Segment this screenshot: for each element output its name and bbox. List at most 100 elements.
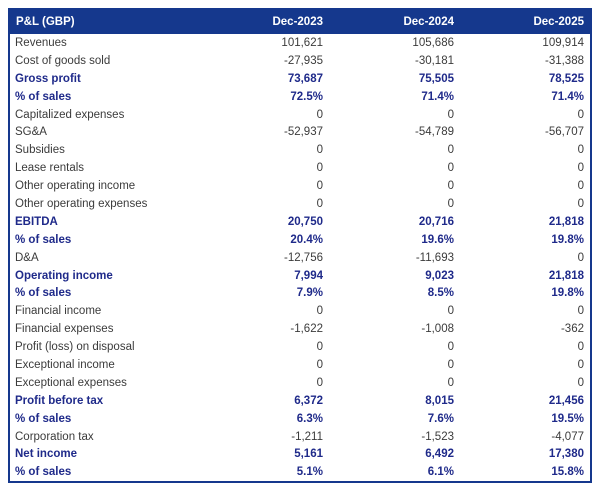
- row-label: % of sales: [9, 463, 198, 483]
- table-row: Subsidies 0 0 0: [9, 141, 591, 160]
- row-label: Exceptional income: [9, 356, 198, 374]
- row-value: -4,077: [460, 427, 591, 446]
- row-label: Financial expenses: [9, 320, 198, 339]
- row-value: 7,994: [198, 266, 329, 285]
- row-value: 19.6%: [329, 230, 460, 249]
- table-row: SG&A -52,937 -54,789 -56,707: [9, 123, 591, 142]
- row-value: 0: [460, 338, 591, 357]
- row-label: D&A: [9, 248, 198, 267]
- table-row: % of sales 6.3% 7.6% 19.5%: [9, 409, 591, 428]
- row-value: 0: [198, 195, 329, 213]
- table-row: Net income 5,161 6,492 17,380: [9, 445, 591, 464]
- table-row: D&A -12,756 -11,693 0: [9, 248, 591, 267]
- row-value: 0: [329, 105, 460, 124]
- table-row: % of sales 7.9% 8.5% 19.8%: [9, 284, 591, 303]
- row-value: 21,818: [460, 212, 591, 231]
- row-label: Profit (loss) on disposal: [9, 338, 198, 357]
- row-label: % of sales: [9, 87, 198, 106]
- table-row: Exceptional income 0 0 0: [9, 356, 591, 374]
- row-value: 0: [460, 356, 591, 374]
- row-value: 6,372: [198, 391, 329, 410]
- row-value: -1,008: [329, 320, 460, 339]
- table-row: EBITDA 20,750 20,716 21,818: [9, 212, 591, 231]
- table-row: Other operating income 0 0 0: [9, 177, 591, 196]
- row-value: -54,789: [329, 123, 460, 142]
- row-value: -362: [460, 320, 591, 339]
- row-label: Other operating income: [9, 177, 198, 196]
- row-value: 20,716: [329, 212, 460, 231]
- row-value: 0: [198, 177, 329, 196]
- row-label: Revenues: [9, 34, 198, 52]
- header-row: P&L (GBP) Dec-2023 Dec-2024 Dec-2025: [9, 9, 591, 34]
- row-value: 0: [460, 195, 591, 213]
- table-row: Profit before tax 6,372 8,015 21,456: [9, 391, 591, 410]
- row-value: 0: [329, 373, 460, 392]
- row-value: 0: [198, 141, 329, 160]
- row-value: -11,693: [329, 248, 460, 267]
- row-value: 71.4%: [329, 87, 460, 106]
- row-label: % of sales: [9, 230, 198, 249]
- row-value: 5,161: [198, 445, 329, 464]
- pnl-table: P&L (GBP) Dec-2023 Dec-2024 Dec-2025 Rev…: [8, 8, 592, 484]
- row-value: 20.4%: [198, 230, 329, 249]
- table-row: Other operating expenses 0 0 0: [9, 195, 591, 213]
- row-label: % of sales: [9, 409, 198, 428]
- row-value: 0: [329, 195, 460, 213]
- row-value: 19.5%: [460, 409, 591, 428]
- pnl-table-body: Revenues 101,621 105,686 109,914 Cost of…: [9, 34, 591, 483]
- row-label: Cost of goods sold: [9, 51, 198, 70]
- row-value: 8,015: [329, 391, 460, 410]
- pnl-table-header: P&L (GBP) Dec-2023 Dec-2024 Dec-2025: [9, 9, 591, 34]
- row-value: 0: [460, 105, 591, 124]
- row-value: -56,707: [460, 123, 591, 142]
- row-value: 75,505: [329, 69, 460, 88]
- row-value: 0: [460, 177, 591, 196]
- row-label: Operating income: [9, 266, 198, 285]
- row-value: 0: [329, 159, 460, 178]
- table-row: Profit (loss) on disposal 0 0 0: [9, 338, 591, 357]
- row-value: 6.3%: [198, 409, 329, 428]
- row-value: -30,181: [329, 51, 460, 70]
- row-value: -27,935: [198, 51, 329, 70]
- header-col-dec-2025: Dec-2025: [460, 9, 591, 34]
- row-value: 5.1%: [198, 463, 329, 483]
- row-value: 0: [460, 373, 591, 392]
- row-label: % of sales: [9, 284, 198, 303]
- row-value: 0: [460, 302, 591, 321]
- row-label: Financial income: [9, 302, 198, 321]
- row-value: 0: [329, 356, 460, 374]
- row-value: -1,211: [198, 427, 329, 446]
- row-value: -31,388: [460, 51, 591, 70]
- row-value: 109,914: [460, 34, 591, 52]
- row-value: 0: [198, 159, 329, 178]
- table-row: Corporation tax -1,211 -1,523 -4,077: [9, 427, 591, 446]
- table-row: Revenues 101,621 105,686 109,914: [9, 34, 591, 52]
- row-value: 7.9%: [198, 284, 329, 303]
- table-row: Gross profit 73,687 75,505 78,525: [9, 69, 591, 88]
- table-row: Operating income 7,994 9,023 21,818: [9, 266, 591, 285]
- row-value: 0: [329, 302, 460, 321]
- table-row: % of sales 20.4% 19.6% 19.8%: [9, 230, 591, 249]
- table-row: Capitalized expenses 0 0 0: [9, 105, 591, 124]
- header-title: P&L (GBP): [9, 9, 198, 34]
- table-row: Financial income 0 0 0: [9, 302, 591, 321]
- row-value: 0: [329, 338, 460, 357]
- row-value: 7.6%: [329, 409, 460, 428]
- row-value: 0: [198, 373, 329, 392]
- row-value: 9,023: [329, 266, 460, 285]
- row-value: 8.5%: [329, 284, 460, 303]
- table-row: Exceptional expenses 0 0 0: [9, 373, 591, 392]
- row-value: 72.5%: [198, 87, 329, 106]
- table-row: % of sales 5.1% 6.1% 15.8%: [9, 463, 591, 483]
- row-label: Profit before tax: [9, 391, 198, 410]
- row-label: Exceptional expenses: [9, 373, 198, 392]
- row-value: -1,622: [198, 320, 329, 339]
- row-value: 0: [460, 248, 591, 267]
- row-value: 0: [198, 302, 329, 321]
- table-row: Cost of goods sold -27,935 -30,181 -31,3…: [9, 51, 591, 70]
- row-value: 0: [198, 105, 329, 124]
- row-value: 17,380: [460, 445, 591, 464]
- row-label: SG&A: [9, 123, 198, 142]
- row-label: EBITDA: [9, 212, 198, 231]
